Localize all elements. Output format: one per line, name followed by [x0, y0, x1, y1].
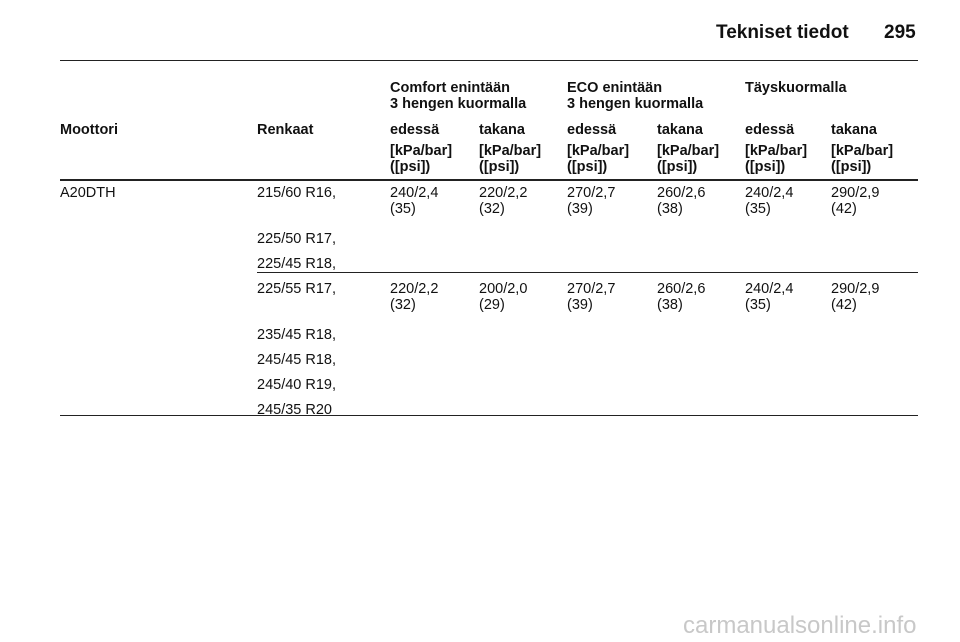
pressure: (42): [831, 297, 857, 313]
pressure: (39): [567, 297, 593, 313]
engine: A20DTH: [60, 185, 116, 201]
pressure: (29): [479, 297, 505, 313]
unit: [kPa/bar]: [390, 143, 453, 159]
pressure: (42): [831, 201, 857, 217]
pressure: 240/2,4: [745, 185, 794, 201]
unit: [kPa/bar]: [479, 143, 542, 159]
unit: ([psi]): [479, 159, 520, 175]
column-header: edessä: [567, 122, 617, 138]
column-header: takana: [831, 122, 877, 138]
page-title: Tekniset tiedot: [716, 22, 849, 43]
pressure: 290/2,9: [831, 281, 880, 297]
group-header: 3 hengen kuormalla: [567, 96, 704, 112]
pressure: (35): [390, 201, 416, 217]
tire: 245/45 R18,: [257, 352, 337, 368]
pressure: (38): [657, 201, 683, 217]
pressure: 260/2,6: [657, 185, 706, 201]
pressure: (35): [745, 297, 771, 313]
pressure: 240/2,4: [745, 281, 794, 297]
unit: [kPa/bar]: [657, 143, 720, 159]
rule: [60, 60, 918, 61]
rule: [257, 272, 918, 273]
pressure: (35): [745, 201, 771, 217]
group-header: Comfort enintään: [390, 80, 511, 96]
unit: [kPa/bar]: [567, 143, 630, 159]
tire: 245/35 R20: [257, 402, 332, 418]
pressure: (32): [390, 297, 416, 313]
column-header: edessä: [745, 122, 795, 138]
column-header: edessä: [390, 122, 440, 138]
unit: ([psi]): [745, 159, 786, 175]
tire: 225/45 R18,: [257, 256, 337, 272]
unit: ([psi]): [831, 159, 872, 175]
tire: 215/60 R16,: [257, 185, 337, 201]
column-header: Renkaat: [257, 122, 314, 138]
pressure: 270/2,7: [567, 281, 616, 297]
unit: ([psi]): [390, 159, 431, 175]
tire: 235/45 R18,: [257, 327, 337, 343]
watermark: carmanualsonline.info: [683, 612, 917, 639]
pressure: 270/2,7: [567, 185, 616, 201]
tire: 225/50 R17,: [257, 231, 337, 247]
group-header: Täyskuormalla: [745, 80, 847, 96]
column-header: takana: [657, 122, 703, 138]
pressure: (39): [567, 201, 593, 217]
pressure: 290/2,9: [831, 185, 880, 201]
column-header: takana: [479, 122, 525, 138]
page-number: 295: [884, 22, 916, 43]
rule: [60, 179, 918, 181]
rule: [60, 415, 918, 416]
tire: 225/55 R17,: [257, 281, 337, 297]
unit: ([psi]): [567, 159, 608, 175]
pressure: 200/2,0: [479, 281, 528, 297]
pressure: (32): [479, 201, 505, 217]
pressure: 220/2,2: [479, 185, 528, 201]
pressure: 240/2,4: [390, 185, 439, 201]
pressure: 220/2,2: [390, 281, 439, 297]
unit: [kPa/bar]: [831, 143, 894, 159]
unit: ([psi]): [657, 159, 698, 175]
group-header: ECO enintään: [567, 80, 663, 96]
pressure: 260/2,6: [657, 281, 706, 297]
pressure: (38): [657, 297, 683, 313]
tire: 245/40 R19,: [257, 377, 337, 393]
column-header: Moottori: [60, 122, 118, 138]
unit: [kPa/bar]: [745, 143, 808, 159]
group-header: 3 hengen kuormalla: [390, 96, 527, 112]
